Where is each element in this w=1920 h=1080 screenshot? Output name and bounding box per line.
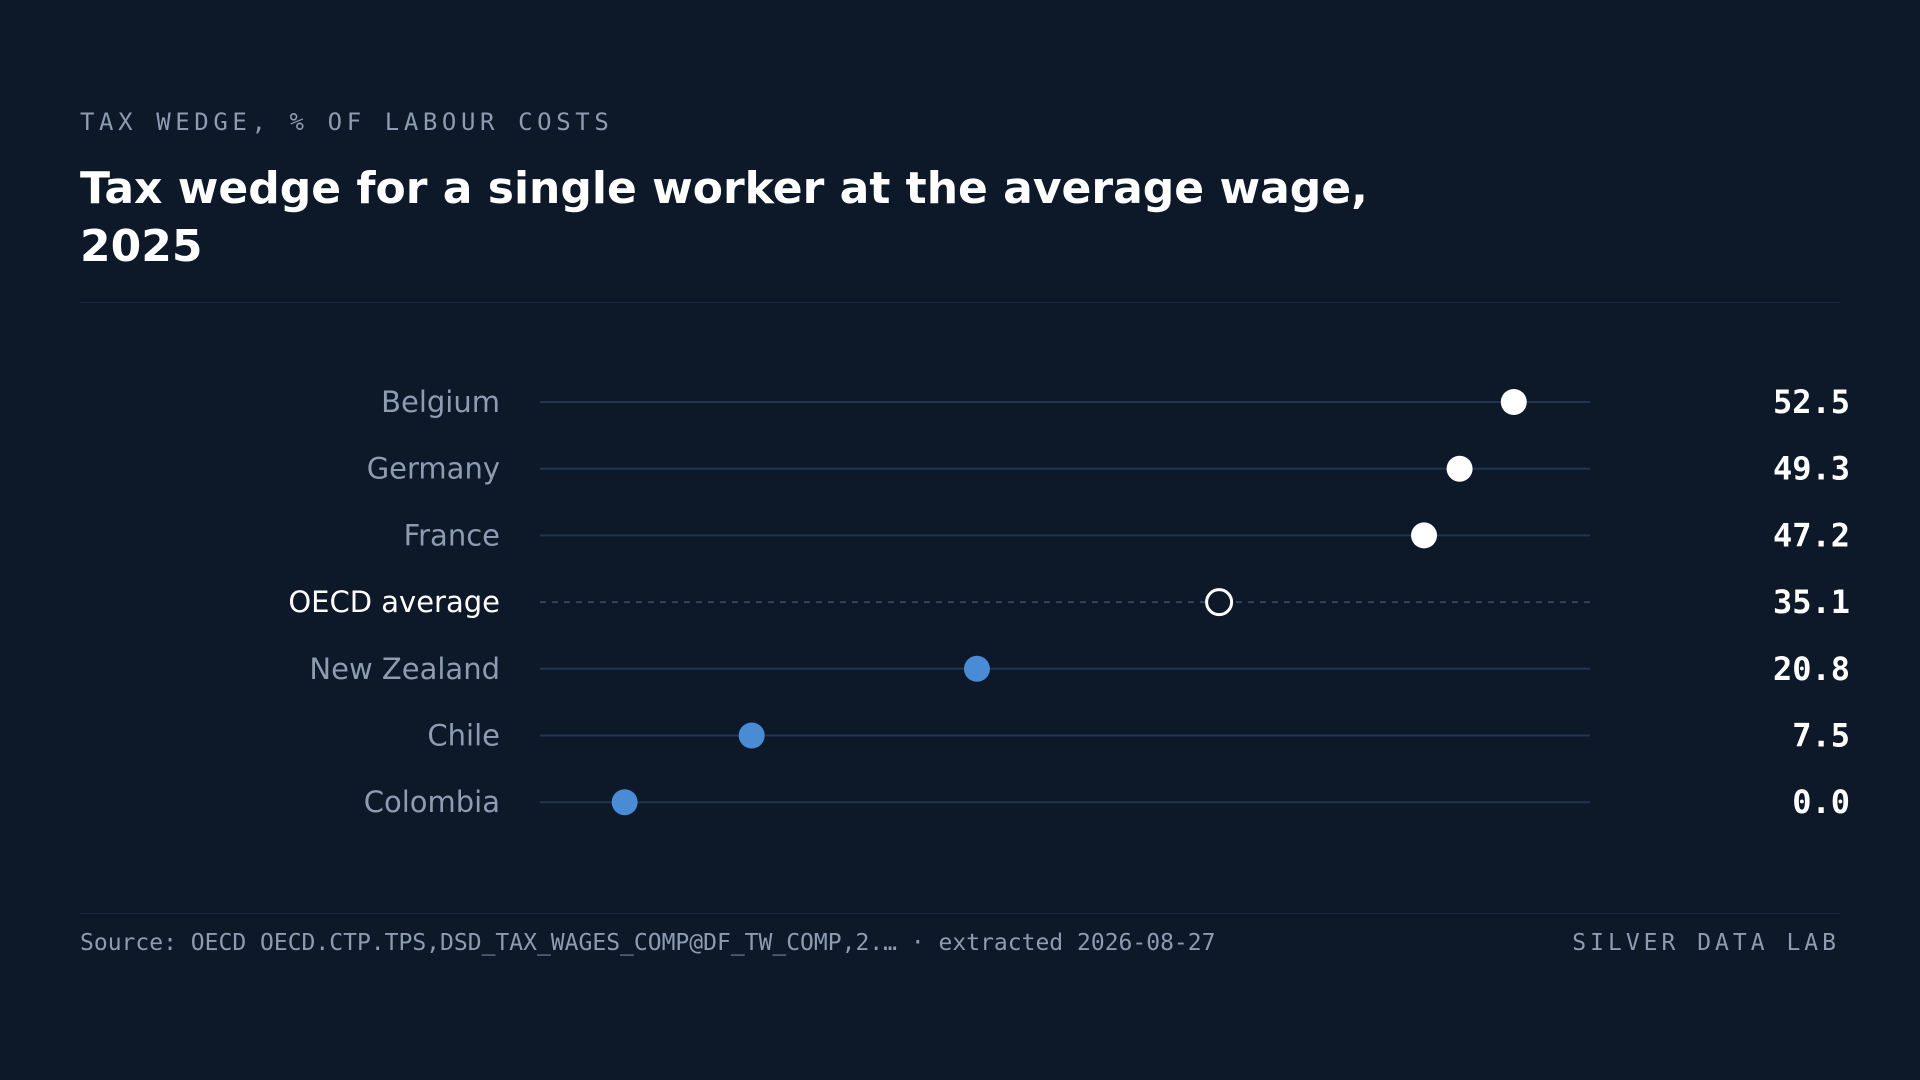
value-label: 35.1 xyxy=(1773,583,1850,621)
category-label: Colombia xyxy=(364,785,500,819)
category-label: OECD average xyxy=(288,585,500,619)
footer-divider xyxy=(80,913,1840,914)
data-point xyxy=(963,655,990,682)
value-label: 49.3 xyxy=(1773,450,1850,488)
chart-title: Tax wedge for a single worker at the ave… xyxy=(80,163,1368,272)
category-label: France xyxy=(404,518,500,552)
chart-kicker: TAX WEDGE, % OF LABOUR COSTS xyxy=(80,108,614,136)
data-point xyxy=(1205,588,1234,617)
value-label: 20.8 xyxy=(1773,650,1850,688)
data-point xyxy=(1500,389,1527,415)
data-point xyxy=(1411,522,1438,549)
source-note: Source: OECD OECD.CTP.TPS,DSD_TAX_WAGES_… xyxy=(80,930,1216,956)
value-label: 47.2 xyxy=(1773,516,1850,554)
value-label: 0.0 xyxy=(1792,783,1850,821)
category-label: New Zealand xyxy=(309,652,500,686)
data-point xyxy=(738,722,765,749)
data-point xyxy=(1446,455,1473,482)
category-label: Belgium xyxy=(381,385,500,419)
data-point xyxy=(611,789,638,816)
value-label: 52.5 xyxy=(1773,383,1850,421)
header-divider xyxy=(80,302,1840,303)
brand-label: SILVER DATA LAB xyxy=(1572,930,1840,956)
category-label: Germany xyxy=(367,452,500,486)
category-label: Chile xyxy=(427,719,500,753)
value-label: 7.5 xyxy=(1792,717,1850,755)
